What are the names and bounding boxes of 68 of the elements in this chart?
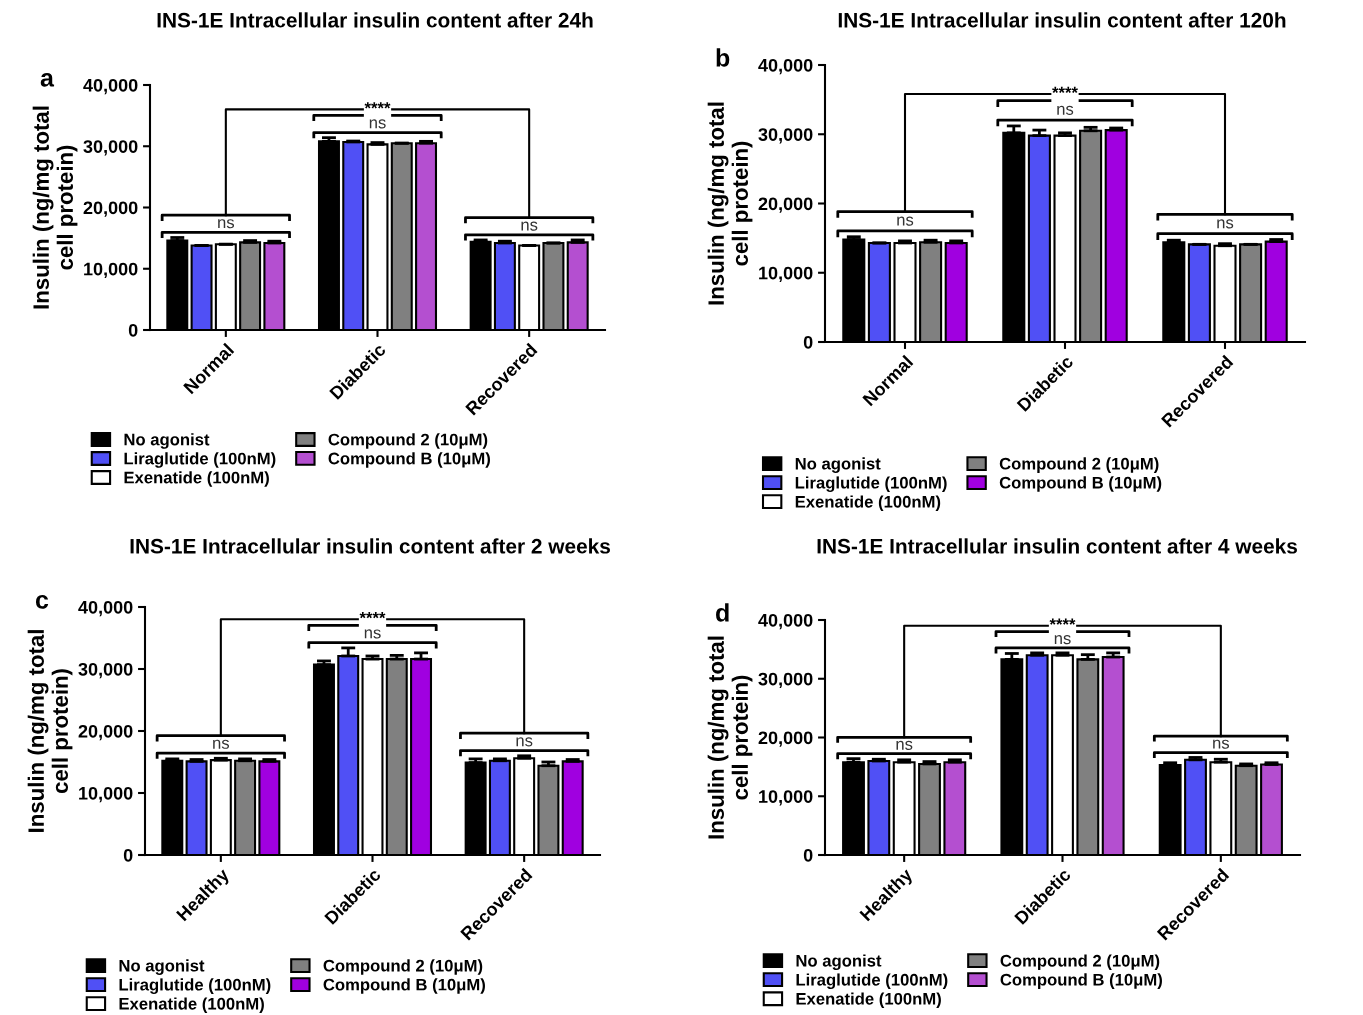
annotation: ns [516, 737, 533, 747]
legend-label: No agonist [119, 959, 205, 975]
annotation: ns [897, 216, 914, 226]
y-tick-label: 30,000 [758, 672, 813, 689]
legend-label: Compound 2 (10μM) [323, 959, 483, 975]
y-axis-title: Insulin (ng/mg total cell protein) [707, 636, 753, 839]
annotation: ns [1217, 219, 1234, 229]
annotation: ns [213, 739, 230, 749]
y-tick-label: 20,000 [758, 731, 813, 747]
chart-title: INS-1E Intracellular insulin content after 120h [838, 12, 1286, 28]
y-tick-label: 0 [803, 848, 813, 862]
y-tick-label: 40,000 [758, 58, 813, 75]
y-tick-label: 10,000 [79, 786, 133, 803]
chart-title: INS-1E Intracellular insulin content after 4 weeks [817, 538, 1297, 554]
y-tick-label: 20,000 [83, 201, 138, 217]
text: a [40, 73, 55, 87]
legend-label: Exenatide (100nM) [124, 471, 269, 487]
legend-label: Compound B (10μM) [1000, 973, 1162, 989]
legend-label: Exenatide (100nM) [119, 997, 264, 1013]
y-tick-label: 0 [123, 848, 133, 862]
annotation: ns [896, 740, 913, 750]
legend-label: Compound B (10μM) [999, 476, 1162, 492]
legend-label: Compound B (10μM) [323, 978, 485, 994]
annotation: ns [364, 629, 381, 639]
y-tick-label: 40,000 [83, 78, 138, 95]
y-tick-label: 0 [128, 323, 138, 337]
legend-label: Compound 2 (10μM) [999, 457, 1159, 473]
legend-label: No agonist [124, 433, 210, 449]
legend-label: Compound 2 (10μM) [328, 433, 488, 449]
y-tick-label: 10,000 [759, 266, 813, 283]
y-tick-label: 10,000 [759, 790, 813, 806]
y-axis-title: Insulin (ng/mg total cell protein) [27, 630, 73, 832]
legend-label: Liraglutide (100nM) [119, 978, 271, 994]
chart-title: INS-1E Intracellular insulin content after 24h [157, 12, 593, 28]
legend-label: Exenatide (100nM) [796, 992, 941, 1008]
legend-label: Compound B (10μM) [328, 452, 490, 468]
legend-label: Liraglutide (100nM) [124, 452, 276, 468]
y-tick-label: 10,000 [84, 262, 138, 279]
legend-label: No agonist [796, 954, 882, 970]
y-axis-title: Insulin (ng/mg total cell protein) [32, 106, 78, 309]
legend-label: Liraglutide (100nM) [795, 476, 947, 492]
annotation: ns [1213, 739, 1230, 749]
y-tick-label: 30,000 [78, 662, 133, 679]
y-tick-label: 30,000 [758, 128, 813, 144]
legend-label: Compound 2 (10μM) [1000, 954, 1160, 970]
y-tick-label: 40,000 [78, 600, 133, 617]
annotation: ns [1054, 635, 1071, 645]
annotation: **** [1052, 86, 1078, 93]
y-tick-label: 0 [803, 335, 813, 349]
text: d [716, 603, 729, 622]
chart-title: INS-1E Intracellular insulin content after 2 weeks [130, 538, 610, 554]
annotation: **** [359, 612, 386, 619]
y-tick-label: 30,000 [83, 140, 138, 156]
annotation: ns [521, 221, 538, 231]
annotation: **** [1049, 618, 1076, 625]
annotation: ns [369, 119, 386, 129]
legend-label: Liraglutide (100nM) [796, 973, 948, 990]
y-tick-label: 40,000 [758, 613, 813, 630]
annotation: ns [218, 219, 235, 229]
legend-label: Exenatide (100nM) [795, 495, 941, 511]
annotation: ns [1057, 105, 1074, 115]
y-axis-title: Insulin (ng/mg total cell protein) [707, 102, 753, 305]
annotation: **** [364, 102, 391, 109]
text: b [716, 48, 730, 67]
text: c [35, 595, 49, 609]
legend-label: No agonist [795, 457, 881, 473]
y-tick-label: 20,000 [758, 197, 813, 213]
y-tick-label: 20,000 [78, 724, 133, 741]
